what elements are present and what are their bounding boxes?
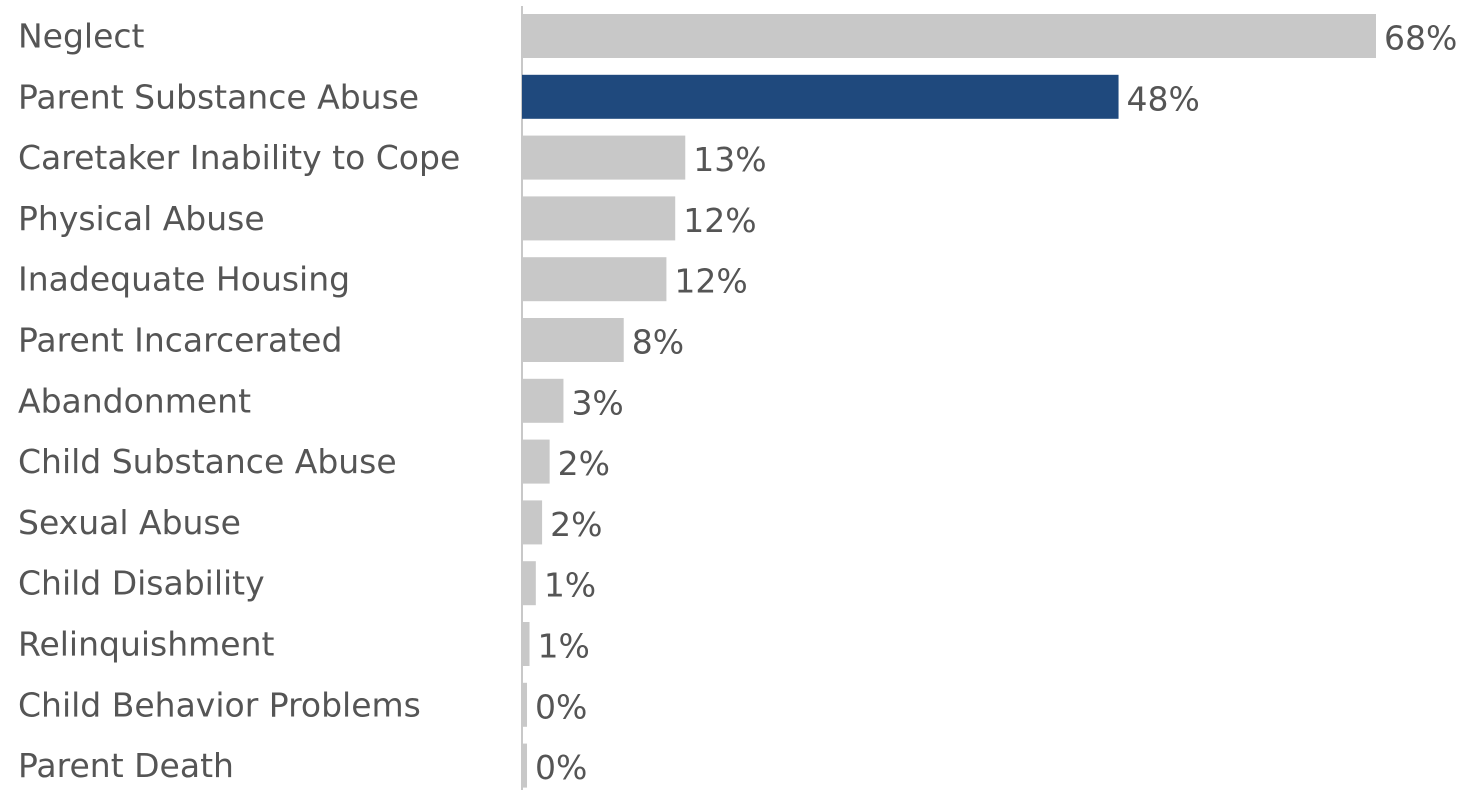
category-label-inadequate-housing: Inadequate Housing [18,260,350,299]
bar-child-substance-abuse[interactable] [522,439,550,484]
bar-caretaker-inability-to-cope[interactable] [522,135,686,180]
category-label-neglect: Neglect [18,17,145,56]
value-label-relinquishment: 1% [538,627,590,666]
category-label-sexual-abuse: Sexual Abuse [18,503,241,542]
value-label-physical-abuse: 12% [683,201,756,240]
value-label-abandonment: 3% [571,383,623,422]
value-label-parent-substance-abuse: 48% [1127,79,1200,118]
value-label-inadequate-housing: 12% [674,262,747,301]
bar-child-behavior-problems[interactable] [522,682,528,727]
value-label-caretaker-inability-to-cope: 13% [693,140,766,179]
bar-parent-incarcerated[interactable] [522,318,624,362]
bar-relinquishment[interactable] [522,622,530,666]
category-label-caretaker-inability-to-cope: Caretaker Inability to Cope [18,138,460,177]
bar-physical-abuse[interactable] [522,196,676,241]
value-label-parent-death: 0% [535,748,587,787]
bar-child-disability[interactable] [522,561,536,606]
bars-group: Neglect 68% Parent Substance Abuse 48% Caret… [18,14,1457,788]
category-label-physical-abuse: Physical Abuse [18,199,265,238]
category-label-child-disability: Child Disability [18,564,265,603]
category-label-child-behavior-problems: Child Behavior Problems [18,685,421,724]
bar-abandonment[interactable] [522,378,564,423]
bar-inadequate-housing[interactable] [522,257,667,302]
bar-sexual-abuse[interactable] [522,500,543,545]
value-label-neglect: 68% [1384,19,1457,58]
bar-neglect[interactable] [522,14,1376,58]
category-label-parent-incarcerated: Parent Incarcerated [18,321,342,360]
value-label-parent-incarcerated: 8% [632,323,684,362]
value-label-child-behavior-problems: 0% [535,687,587,726]
category-label-relinquishment: Relinquishment [18,625,275,664]
bar-parent-substance-abuse[interactable] [522,74,1119,119]
value-label-sexual-abuse: 2% [550,505,602,544]
bar-parent-death[interactable] [522,743,528,788]
value-label-child-substance-abuse: 2% [558,444,610,483]
category-label-parent-substance-abuse: Parent Substance Abuse [18,77,419,116]
value-label-child-disability: 1% [544,566,596,605]
category-label-child-substance-abuse: Child Substance Abuse [18,442,397,481]
category-label-parent-death: Parent Death [18,746,234,785]
category-label-abandonment: Abandonment [18,381,251,420]
